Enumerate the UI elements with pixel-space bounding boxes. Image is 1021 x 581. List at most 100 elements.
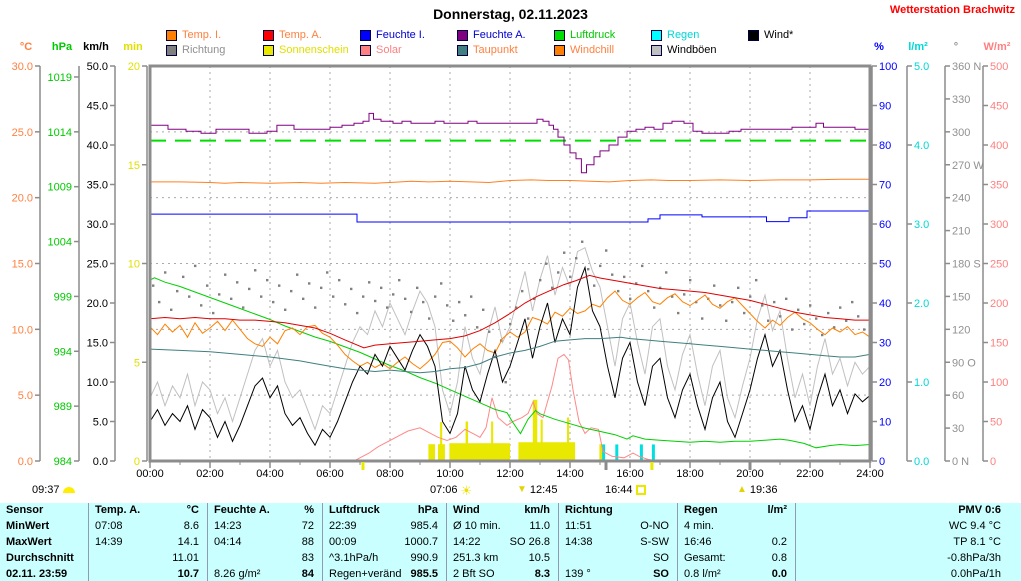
axis-tick-label: 180 S [952, 259, 981, 271]
series-regen-bar [651, 444, 655, 460]
axis-tick-label: 30.0 [12, 61, 33, 73]
series-richtung-dot [452, 319, 455, 322]
legend-item-richtung[interactable]: Richtung [166, 44, 225, 56]
series-richtung-dot [587, 267, 590, 271]
axis-tick-label: 20.0 [12, 193, 33, 205]
series-richtung-dot [839, 306, 842, 309]
axis-tick-label: 80 [879, 140, 891, 152]
series-richtung-dot [386, 306, 389, 309]
axis-tick-label: 1004 [48, 237, 72, 249]
axis-tick-label: 5.0 [914, 61, 929, 73]
legend-item-solar[interactable]: Solar [360, 44, 402, 56]
series-sonnenschein-block [567, 417, 570, 460]
axis-tick-label: 1014 [48, 127, 72, 139]
axis-tick-label: 0 [134, 456, 140, 468]
legend-item-feuchte-a[interactable]: Feuchte A. [457, 29, 526, 41]
weather-chart: °C 0.0 5.0 10.0 15.0 20.0 25.0 30.0 hPa 984 989 994… [12, 41, 1011, 480]
series-richtung-dot [434, 295, 437, 298]
x-tick-label: 06:00 [316, 468, 344, 480]
table-cell: Feuchte A.% [214, 504, 314, 516]
series-richtung-dot [725, 319, 728, 322]
series-richtung-dot [404, 297, 407, 301]
series-richtung-dot [767, 319, 770, 322]
series-taupunkt [149, 336, 871, 374]
table-cell: 8.26 g/m² 84 [214, 568, 314, 580]
series-richtung-dot [194, 264, 197, 268]
legend-item-temp-i[interactable]: Temp. I. [166, 29, 221, 41]
table-cell: WC 9.4 °C [948, 520, 1001, 532]
axis-tick-label: 150 [990, 338, 1008, 350]
series-richtung-dot [200, 304, 203, 307]
axis-title-degC: °C [20, 41, 32, 53]
legend-label: Richtung [182, 44, 226, 56]
x-tick-label: 24:00 [856, 468, 884, 480]
legend-item-feuchte-i[interactable]: Feuchte I. [360, 29, 425, 41]
series-richtung-dot [284, 308, 287, 311]
table-cell: MaxWert [6, 536, 52, 548]
series-richtung-dot [635, 282, 638, 285]
series-richtung-dot [695, 300, 698, 304]
legend-item-taupunkt[interactable]: Taupunkt [457, 44, 518, 56]
axis-tick-label: 2.0 [914, 298, 929, 310]
axis-tick-label: 10 [879, 417, 891, 429]
table-cell: ^3.1hPa/h 990.9 [329, 552, 438, 564]
series-richtung-dot [719, 304, 722, 307]
legend-label: Sonnenschein [279, 44, 349, 56]
axis-tick-label: 120 [952, 324, 970, 336]
axis-tick-label: 5.0 [93, 417, 108, 429]
sun-icon: ☀ [460, 482, 473, 498]
axis-tick-label: 300 [952, 127, 970, 139]
axis-tick-label: 70 [879, 180, 891, 192]
axis-tick-label: 0.0 [93, 456, 108, 468]
series-richtung-dot [230, 297, 233, 301]
legend-item-sonnenschein[interactable]: Sonnenschein [263, 44, 349, 56]
series-richtung-dot [158, 300, 161, 304]
table-cell: SO [653, 552, 669, 564]
legend-item-temp-a[interactable]: Temp. A. [263, 29, 322, 41]
legend-swatch-feuchte-i [360, 29, 371, 41]
arrow-up-icon: ▲ [737, 484, 747, 495]
series-richtung-dot [629, 297, 632, 301]
plot-frame [148, 64, 872, 463]
legend-label: Feuchte I. [376, 29, 425, 41]
series-richtung-dot [440, 282, 443, 285]
axis-tick-label: 30.0 [87, 219, 108, 231]
axis-tick-label: 3.0 [914, 219, 929, 231]
series-temp-i [150, 178, 870, 184]
legend-item-regen[interactable]: Regen [651, 29, 699, 41]
series-richtung-dot [815, 317, 818, 320]
table-cell: TP 8.1 °C [953, 536, 1001, 548]
x-tick-label: 02:00 [196, 468, 224, 480]
marker-square-16-44: 16:44 [605, 484, 649, 496]
series-windchill [149, 290, 871, 370]
legend-swatch-sonnenschein [263, 44, 274, 56]
marker-time: 12:45 [529, 484, 558, 496]
axis-tick-label: 0.0 [914, 456, 929, 468]
legend-item-luftdruck[interactable]: Luftdruck [554, 29, 615, 41]
series-richtung-dot [296, 273, 299, 276]
series-sonnenschein-block [428, 444, 435, 460]
station-link[interactable]: Wetterstation Brachwitz [889, 4, 1015, 16]
series-richtung-dot [605, 249, 608, 252]
legend-item-wind[interactable]: Wind* [748, 29, 793, 41]
series-richtung-dot [236, 281, 239, 284]
series-richtung-dot [647, 289, 650, 293]
series-richtung-dot [170, 308, 173, 311]
series-richtung-dot [302, 297, 305, 301]
legend-item-windb-en[interactable]: Windböen [651, 44, 717, 56]
legend-label: Windchill [570, 44, 615, 56]
axis-tick-label: 150 [952, 291, 970, 303]
series-windb-en [149, 246, 871, 431]
legend-swatch-luftdruck [554, 29, 565, 41]
legend-item-windchill[interactable]: Windchill [554, 44, 614, 56]
table-column-pmv-0-6: PMV 0:6 WC 9.4 °C TP 8.1 °C -0.8hPa/3h 0.0hP… [795, 503, 1021, 581]
series-sonnenschein-block [540, 419, 543, 460]
axis-tick-label: 1019 [48, 72, 72, 84]
x-tick-label: 16:00 [616, 468, 644, 480]
axis-tick-label: 15.0 [87, 338, 108, 350]
legend-swatch-regen [651, 29, 662, 41]
legend-label: Wind* [764, 29, 794, 41]
axis-tick-label: 35.0 [87, 180, 108, 192]
series-richtung-dot [446, 304, 449, 307]
legend-label: Solar [376, 44, 402, 56]
